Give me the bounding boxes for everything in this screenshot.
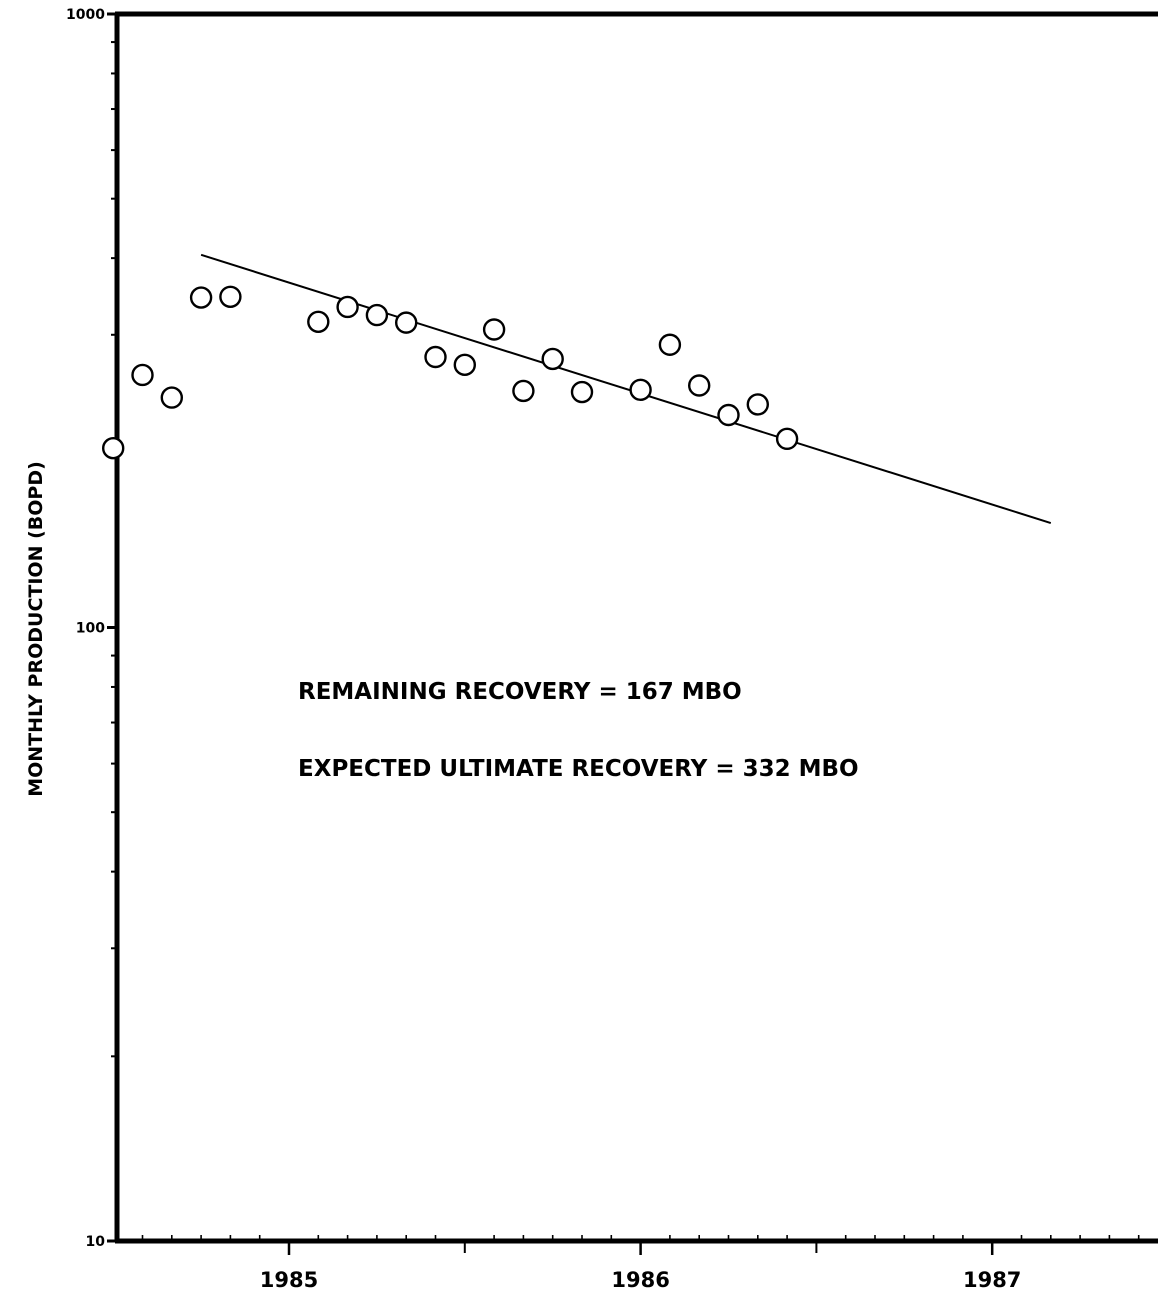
x-tick-label: 1986: [611, 1268, 669, 1292]
y-tick-label: 10: [86, 1234, 106, 1250]
data-point: [101, 437, 125, 460]
data-point: [541, 347, 564, 371]
x-tick-label: 1985: [260, 1268, 318, 1292]
data-point: [307, 310, 330, 333]
data-point: [189, 286, 213, 309]
data-point: [336, 295, 359, 319]
x-tick-label: 1987: [963, 1268, 1021, 1292]
data-point: [717, 403, 740, 427]
data-point: [570, 380, 594, 404]
data-point: [424, 345, 447, 369]
data-point: [219, 285, 242, 308]
y-axis-label: MONTHLY PRODUCTION (BOPD): [25, 461, 47, 797]
y-tick-label: 100: [76, 621, 105, 637]
data-point: [688, 374, 711, 397]
data-point: [395, 311, 418, 334]
data-point: [482, 318, 506, 341]
remaining-recovery-annotation: REMAINING RECOVERY = 167 MBO: [298, 679, 742, 705]
data-point: [629, 378, 652, 402]
data-point: [658, 333, 682, 356]
data-point: [512, 379, 535, 403]
y-axis-ticks: 10 100 1000: [66, 7, 117, 1250]
y-tick-label: 1000: [66, 7, 105, 23]
data-point: [131, 363, 154, 387]
x-axis-ticks: 1985 1986 1987: [141, 1235, 1140, 1292]
ultimate-recovery-annotation: EXPECTED ULTIMATE RECOVERY = 332 MBO: [298, 756, 859, 782]
data-point: [453, 353, 476, 377]
data-point: [365, 303, 389, 327]
data-point: [160, 386, 184, 409]
data-point: [746, 393, 769, 416]
data-point: [775, 427, 799, 451]
data-points-layer: [101, 285, 799, 460]
